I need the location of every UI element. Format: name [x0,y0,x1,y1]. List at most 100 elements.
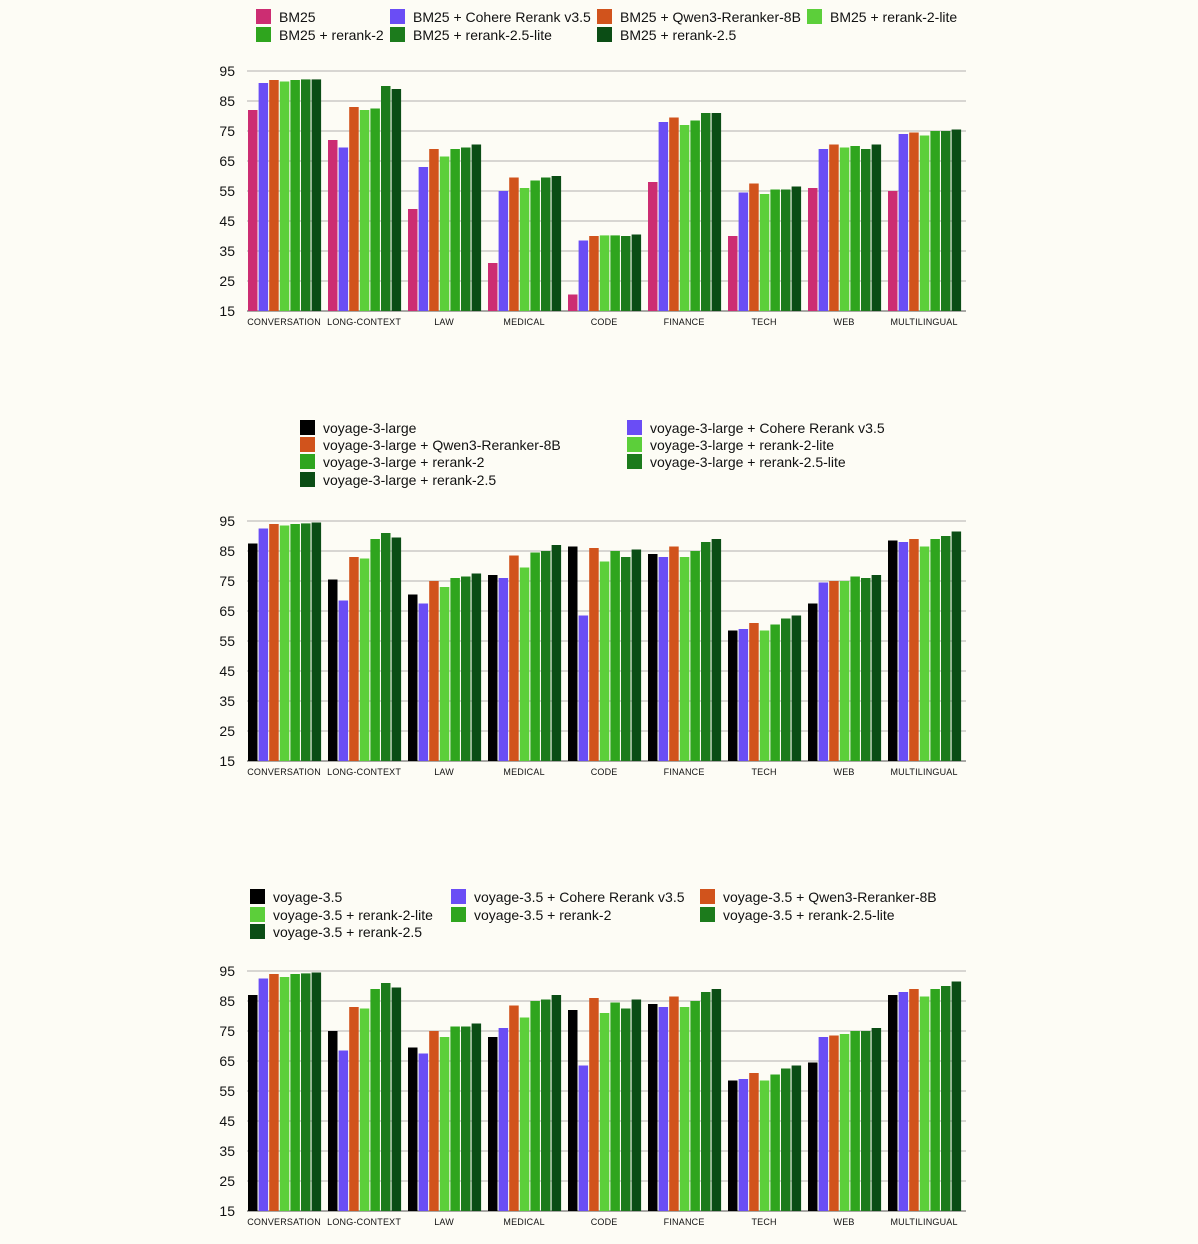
legend-swatch [451,907,466,922]
bar [269,80,279,311]
bar [770,1074,780,1211]
y-tick-label: 25 [219,273,235,289]
bar [541,999,551,1211]
bar [381,533,391,761]
bar [391,537,402,761]
bar [919,546,930,761]
legend-label: BM25 [279,8,316,25]
bar [930,989,940,1211]
bar [519,1017,530,1211]
bar [530,1001,540,1211]
bar [941,536,951,761]
bar [370,108,380,311]
bar [370,989,380,1211]
bar [381,86,391,311]
x-category-label: MULTILINGUAL [890,1217,957,1227]
bar [781,189,791,311]
bar [909,132,919,311]
x-category-label: TECH [751,767,776,777]
legend-item: voyage-3.5 + Qwen3-Reranker-8B [700,888,937,905]
legend-label: voyage-3.5 + Qwen3-Reranker-8B [723,888,937,905]
bar [530,552,540,761]
bar [301,973,311,1211]
bar [658,122,669,311]
legend-item: BM25 + rerank-2.5 [597,26,736,43]
legend-label: voyage-3-large + rerank-2 [323,453,485,470]
bar [311,522,322,761]
y-tick-label: 95 [219,513,235,529]
x-category-label: LAW [434,317,454,327]
bar [279,81,290,311]
bar [599,235,610,311]
legend-item: voyage-3-large + rerank-2 [300,453,484,470]
bar [791,615,802,761]
legend-swatch [597,27,612,42]
bar [829,144,839,311]
bar [861,578,871,761]
x-category-label: CONVERSATION [247,317,321,327]
bar [509,1005,519,1211]
y-tick-label: 55 [219,183,235,199]
legend-swatch [627,454,642,469]
y-tick-label: 35 [219,243,235,259]
bar [248,110,258,311]
legend-item: BM25 [256,8,316,25]
legend-label: voyage-3-large + rerank-2.5-lite [650,453,846,470]
bar-chart-1: 15 25 35 45 55 65 75 85 95 CONVERSATION LONG-CONTE… [219,63,966,327]
x-category-label: MEDICAL [503,1217,544,1227]
bar [818,582,829,761]
bar [328,140,338,311]
bar [898,542,909,761]
bar [578,1065,589,1211]
legend-item: BM25 + rerank-2.5-lite [390,26,552,43]
legend-item: BM25 + Cohere Rerank v3.5 [390,8,591,25]
bar [488,575,498,761]
bar [728,1080,738,1211]
y-tick-label: 75 [219,1023,235,1039]
bar [749,183,759,311]
bar [568,546,578,761]
bar [679,125,690,311]
bar [471,144,482,311]
bar [269,974,279,1211]
legend-swatch [300,472,315,487]
bar [258,528,269,761]
bar [621,557,631,761]
legend-label: BM25 + rerank-2-lite [830,8,958,25]
x-category-label: LONG-CONTEXT [327,317,401,327]
bar [408,1047,418,1211]
x-category-label: LONG-CONTEXT [327,767,401,777]
bar [258,83,269,311]
legend-swatch [390,9,405,24]
y-tick-label: 75 [219,123,235,139]
bar [488,263,498,311]
bar [450,1026,460,1211]
legend-label: voyage-3-large + rerank-2-lite [650,436,835,453]
legend-label: voyage-3-large + rerank-2.5 [323,471,497,488]
legend-swatch [256,9,271,24]
y-tick-label: 85 [219,93,235,109]
bar [850,1031,860,1211]
x-category-label: TECH [751,1217,776,1227]
bar [690,551,700,761]
bar [408,209,418,311]
y-tick-label: 55 [219,633,235,649]
bar [301,79,311,312]
legend-label: voyage-3.5 [273,888,343,905]
y-tick-label: 95 [219,63,235,79]
bar [301,523,311,761]
bar [248,543,258,761]
bar [791,186,802,311]
y-tick-label: 35 [219,1143,235,1159]
bar [359,1008,370,1211]
bar [621,236,631,311]
bar [951,531,962,761]
bar [290,974,300,1211]
bar [509,555,519,761]
bar [541,551,551,761]
bar [610,1002,620,1211]
bar [551,995,562,1211]
bar [711,113,722,311]
bar [311,972,322,1211]
